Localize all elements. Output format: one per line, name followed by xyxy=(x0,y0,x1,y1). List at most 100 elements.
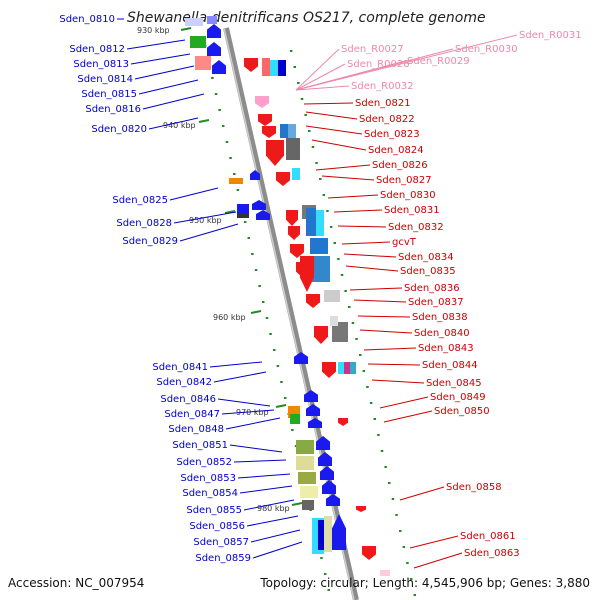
reverse-gene-arrow xyxy=(290,244,304,258)
gene-label[interactable]: Sden_0863 xyxy=(464,548,520,559)
gene-block xyxy=(229,178,243,184)
minor-tick xyxy=(289,50,293,52)
gene-label[interactable]: Sden_0841 xyxy=(152,362,208,373)
minor-tick xyxy=(273,349,276,351)
gene-label[interactable]: Sden_0821 xyxy=(355,98,411,109)
gene-label[interactable]: Sden_0861 xyxy=(460,531,516,542)
minor-tick xyxy=(344,290,347,292)
gene-label[interactable]: Sden_0851 xyxy=(172,440,228,451)
gene-label[interactable]: Sden_0855 xyxy=(186,505,242,516)
gene-label[interactable]: Sden_0822 xyxy=(359,114,415,125)
gene-label[interactable]: Sden_R0031 xyxy=(519,30,582,41)
gene-label[interactable]: Sden_0820 xyxy=(91,124,147,135)
minor-tick xyxy=(304,114,307,116)
gene-label[interactable]: Sden_0845 xyxy=(426,378,482,389)
gene-label[interactable]: Sden_0824 xyxy=(368,145,424,156)
reverse-gene-arrow xyxy=(262,126,276,138)
leader-line xyxy=(239,485,293,494)
leader-line xyxy=(349,287,403,291)
gene-label[interactable]: Sden_0857 xyxy=(193,537,249,548)
major-tick xyxy=(250,310,262,314)
forward-gene-arrow xyxy=(207,42,221,56)
gene-label[interactable]: Sden_0856 xyxy=(189,521,245,532)
minor-tick xyxy=(413,594,416,596)
gene-label[interactable]: gcvT xyxy=(392,237,417,248)
leader-line xyxy=(359,329,413,334)
gene-label[interactable]: Sden_0852 xyxy=(176,457,232,468)
gene-label[interactable]: Sden_0838 xyxy=(412,312,468,323)
gene-label[interactable]: Sden_0815 xyxy=(81,89,137,100)
gene-label[interactable]: Sden_0812 xyxy=(69,44,125,55)
gene-label[interactable]: Sden_0827 xyxy=(376,175,432,186)
gene-label[interactable]: Sden_0859 xyxy=(195,553,251,564)
gene-label[interactable]: Sden_0846 xyxy=(160,394,216,405)
gene-label[interactable]: Sden_0849 xyxy=(430,392,486,403)
gene-label[interactable]: Sden_0825 xyxy=(112,195,168,206)
leader-line xyxy=(337,225,387,228)
tick-label: 980 kbp xyxy=(257,504,290,513)
minor-tick xyxy=(366,386,369,388)
leader-line xyxy=(237,473,291,479)
gene-label[interactable]: Sden_0848 xyxy=(168,424,224,435)
gene-label[interactable]: Sden_0850 xyxy=(434,406,490,417)
leader-line xyxy=(148,117,199,130)
gene-label[interactable]: Sden_R0030 xyxy=(455,44,518,55)
gene-label[interactable]: Sden_0834 xyxy=(398,252,454,263)
gene-label[interactable]: Sden_0858 xyxy=(446,482,502,493)
gene-label[interactable]: Sden_0830 xyxy=(380,190,436,201)
leader-line xyxy=(209,361,263,368)
leader-line xyxy=(311,139,367,151)
gene-label[interactable]: Sden_0826 xyxy=(372,160,428,171)
gene-label[interactable]: Sden_0810 xyxy=(59,14,115,25)
forward-gene-arrow xyxy=(207,24,221,38)
gene-label[interactable]: Sden_0823 xyxy=(364,129,420,140)
gene-block xyxy=(296,456,314,470)
leader-line xyxy=(138,79,199,95)
gene-block xyxy=(278,60,286,76)
gene-label[interactable]: Sden_R0027 xyxy=(341,44,404,55)
gene-block xyxy=(380,570,390,576)
gene-label[interactable]: Sden_0843 xyxy=(418,343,474,354)
leader-line xyxy=(399,486,445,501)
gene-block xyxy=(306,208,316,236)
gene-label[interactable]: Sden_0853 xyxy=(180,473,236,484)
gene-label[interactable]: Sden_0814 xyxy=(77,74,133,85)
gene-label[interactable]: Sden_0829 xyxy=(122,236,178,247)
minor-tick xyxy=(327,589,330,591)
gene-block xyxy=(288,124,296,138)
leader-line xyxy=(327,194,379,199)
gene-label[interactable]: Sden_R0029 xyxy=(407,56,470,67)
gene-block xyxy=(338,362,344,374)
leader-line xyxy=(409,535,459,549)
minor-tick xyxy=(222,125,225,127)
leader-line xyxy=(221,409,275,415)
gene-label[interactable]: Sden_0847 xyxy=(164,409,220,420)
gene-label[interactable]: Sden_0816 xyxy=(85,104,141,115)
minor-tick xyxy=(391,498,395,500)
gene-labels: Sden_0810 Sden_0812 Sden_0813 Sden_0814 Sden… xyxy=(59,14,581,564)
gene-block xyxy=(316,210,324,236)
gene-block xyxy=(298,472,316,484)
gene-label[interactable]: Sden_0832 xyxy=(388,222,444,233)
leader-line xyxy=(295,85,350,91)
gene-label[interactable]: Sden_R0028 xyxy=(347,59,410,70)
gene-block xyxy=(312,256,330,282)
minor-tick xyxy=(323,573,327,575)
gene-label[interactable]: Sden_0831 xyxy=(384,205,440,216)
gene-label[interactable]: Sden_0837 xyxy=(408,297,464,308)
gene-block xyxy=(324,516,332,552)
gene-label[interactable]: Sden_0854 xyxy=(182,488,238,499)
gene-label[interactable]: Sden_0836 xyxy=(404,283,460,294)
gene-label[interactable]: Sden_0828 xyxy=(116,218,172,229)
gene-block xyxy=(286,138,300,160)
genome-summary-text: Topology: circular; Length: 4,545,906 bp… xyxy=(260,576,590,590)
gene-label[interactable]: Sden_0813 xyxy=(73,59,129,70)
minor-tick xyxy=(254,269,258,271)
gene-label[interactable]: Sden_0835 xyxy=(400,266,456,277)
gene-label[interactable]: Sden_0844 xyxy=(422,360,478,371)
leader-line xyxy=(341,241,391,245)
gene-label[interactable]: Sden_R0032 xyxy=(351,81,414,92)
gene-label[interactable]: Sden_0840 xyxy=(414,328,470,339)
gene-label[interactable]: Sden_0842 xyxy=(156,377,212,388)
